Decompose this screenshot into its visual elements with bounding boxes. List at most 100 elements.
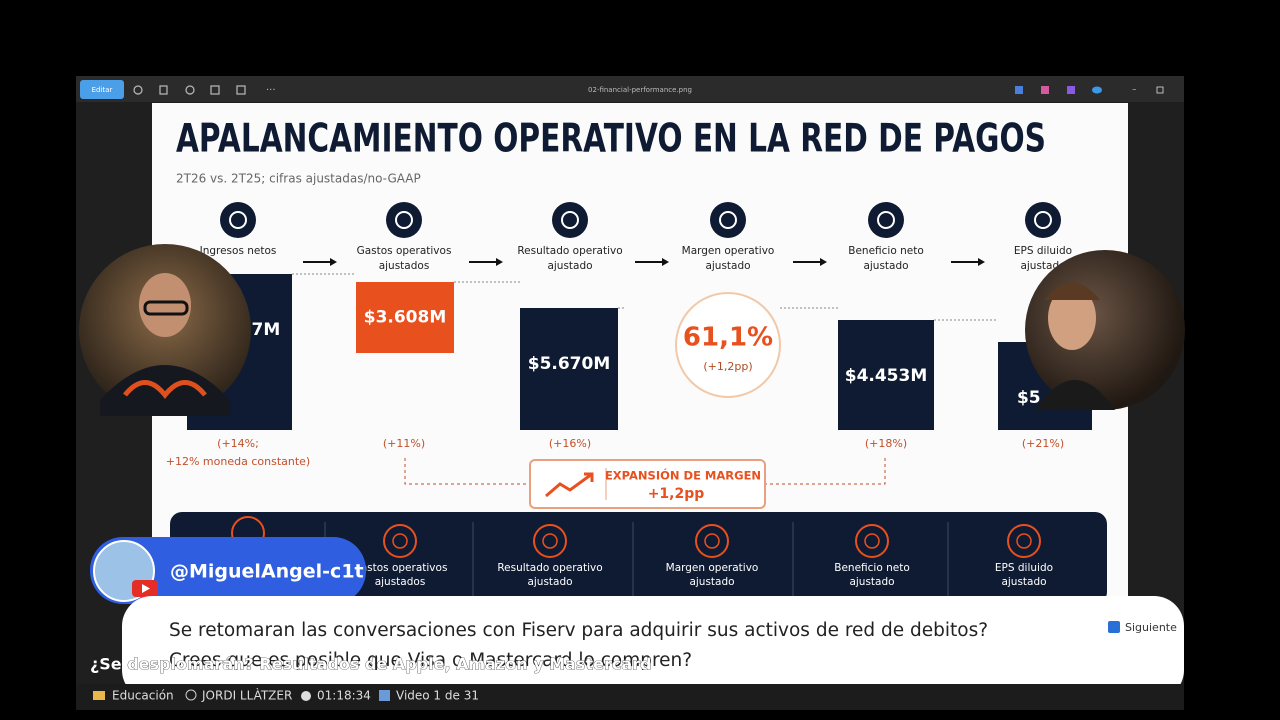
step-label: Beneficio neto xyxy=(848,245,924,257)
more-icon[interactable]: ··· xyxy=(266,85,276,96)
bottom-label: ajustados xyxy=(375,576,426,588)
change: (+16%) xyxy=(549,437,591,450)
step-icon xyxy=(1025,202,1061,238)
expansion-title: EXPANSIÓN DE MARGEN xyxy=(605,468,761,483)
step-label: Margen operativo xyxy=(682,245,775,257)
step-icon-glyph xyxy=(395,211,413,229)
video-title: ¿Se desplomarán? Resultados de Apple, Am… xyxy=(90,655,651,674)
arrow-head xyxy=(820,258,827,266)
trend-icon xyxy=(545,472,594,498)
step-icon xyxy=(710,202,746,238)
bottom-label: ajustado xyxy=(527,576,572,588)
arrow-head xyxy=(496,258,503,266)
bottom-icon-glyph xyxy=(542,533,558,549)
bottom-icon-glyph xyxy=(1016,533,1032,549)
step-label: Ingresos netos xyxy=(200,245,277,257)
change: (+18%) xyxy=(865,437,907,450)
value-box xyxy=(520,308,618,430)
bottom-label: ajustado xyxy=(849,576,894,588)
bottom-label: Beneficio neto xyxy=(834,562,910,574)
expansion-box xyxy=(529,459,766,509)
edit-button[interactable] xyxy=(80,80,124,99)
bottom-label: Gastos operativos xyxy=(353,562,448,574)
toolbar xyxy=(76,76,1184,102)
youtube-play xyxy=(142,584,150,593)
slide-subtitle: 2T26 vs. 2T25; cifras ajustadas/no-GAAP xyxy=(176,172,421,186)
value: $5, xyxy=(1017,388,1047,408)
step-label: ajustados xyxy=(379,260,430,272)
handle: @MiguelAngel-c1t xyxy=(170,561,364,583)
bottom-label: ajustado xyxy=(1001,576,1046,588)
category: Educación xyxy=(112,689,174,703)
step-label: ajustado xyxy=(547,260,592,272)
change: (+14%; xyxy=(217,437,259,450)
clock-icon xyxy=(301,691,311,701)
slide-title: APALANCAMIENTO OPERATIVO EN LA RED DE PA… xyxy=(176,117,1046,162)
user-icon xyxy=(185,689,197,701)
author: JORDI LLÀTZER xyxy=(201,688,292,703)
question-box xyxy=(122,596,1184,700)
next-icon[interactable] xyxy=(1108,621,1120,633)
value: $5.670M xyxy=(528,354,611,374)
value-box xyxy=(838,320,934,430)
step-icon-glyph xyxy=(561,211,579,229)
question-line: Crees que es posible que Visa o Masterca… xyxy=(169,650,692,671)
next-label[interactable]: Siguiente xyxy=(1125,621,1177,634)
question-line: Se retomaran las conversaciones con Fise… xyxy=(169,620,988,641)
margin-circle xyxy=(675,292,781,398)
bottom-icon-glyph xyxy=(704,533,720,549)
handle-pill xyxy=(90,537,366,604)
maximize[interactable] xyxy=(1156,86,1164,94)
duration: 01:18:34 xyxy=(317,689,371,703)
step-label: Gastos operativos xyxy=(357,245,452,257)
change: (+11%) xyxy=(383,437,425,450)
bottom-icon xyxy=(383,524,417,558)
webcam-left xyxy=(79,244,251,416)
info-bar xyxy=(76,684,1184,710)
change: +12% moneda constante) xyxy=(166,455,310,468)
position: Video 1 de 31 xyxy=(396,689,479,703)
step-label: Resultado operativo xyxy=(517,245,622,257)
step-icon xyxy=(220,202,256,238)
step-icon xyxy=(552,202,588,238)
value: 61,1% xyxy=(683,323,773,353)
arrow-head xyxy=(330,258,337,266)
toolbar-icons[interactable] xyxy=(133,85,246,95)
value-box xyxy=(356,282,454,353)
bottom-icon-glyph xyxy=(392,533,408,549)
bottom-label: ajustado xyxy=(689,576,734,588)
bottom-icon xyxy=(1007,524,1041,558)
step-icon xyxy=(386,202,422,238)
bottom-label: Resultado operativo xyxy=(497,562,602,574)
bottom-icon-glyph xyxy=(864,533,880,549)
bottom-label: EPS diluido xyxy=(995,562,1053,574)
arrow-head xyxy=(662,258,669,266)
expansion-link xyxy=(404,458,886,485)
change: (+21%) xyxy=(1022,437,1064,450)
step-icon xyxy=(868,202,904,238)
bottom-icon xyxy=(695,524,729,558)
list-icon xyxy=(379,690,390,701)
edit-label[interactable]: Editar xyxy=(92,86,113,94)
bottom-icon xyxy=(533,524,567,558)
bottom-label: Margen operativo xyxy=(666,562,759,574)
value: $3.608M xyxy=(364,308,447,328)
step-label: EPS diluido xyxy=(1014,245,1072,257)
step-icon-glyph xyxy=(229,211,247,229)
folder-icon xyxy=(93,691,105,700)
step-icon-glyph xyxy=(877,211,895,229)
minimize[interactable]: – xyxy=(1132,85,1137,95)
step-label: ajustado xyxy=(705,260,750,272)
value: $4.453M xyxy=(845,366,928,386)
change: (+1,2pp) xyxy=(703,360,752,373)
expansion-value: +1,2pp xyxy=(648,486,705,502)
bottom-icon xyxy=(855,524,889,558)
arrow-head xyxy=(978,258,985,266)
webcam-right xyxy=(1025,250,1185,410)
filename: 02-financial-performance.png xyxy=(588,86,692,94)
step-icon-glyph xyxy=(719,211,737,229)
step-icon-glyph xyxy=(1034,211,1052,229)
step-label: ajustado xyxy=(863,260,908,272)
app-icons[interactable] xyxy=(1015,86,1102,94)
